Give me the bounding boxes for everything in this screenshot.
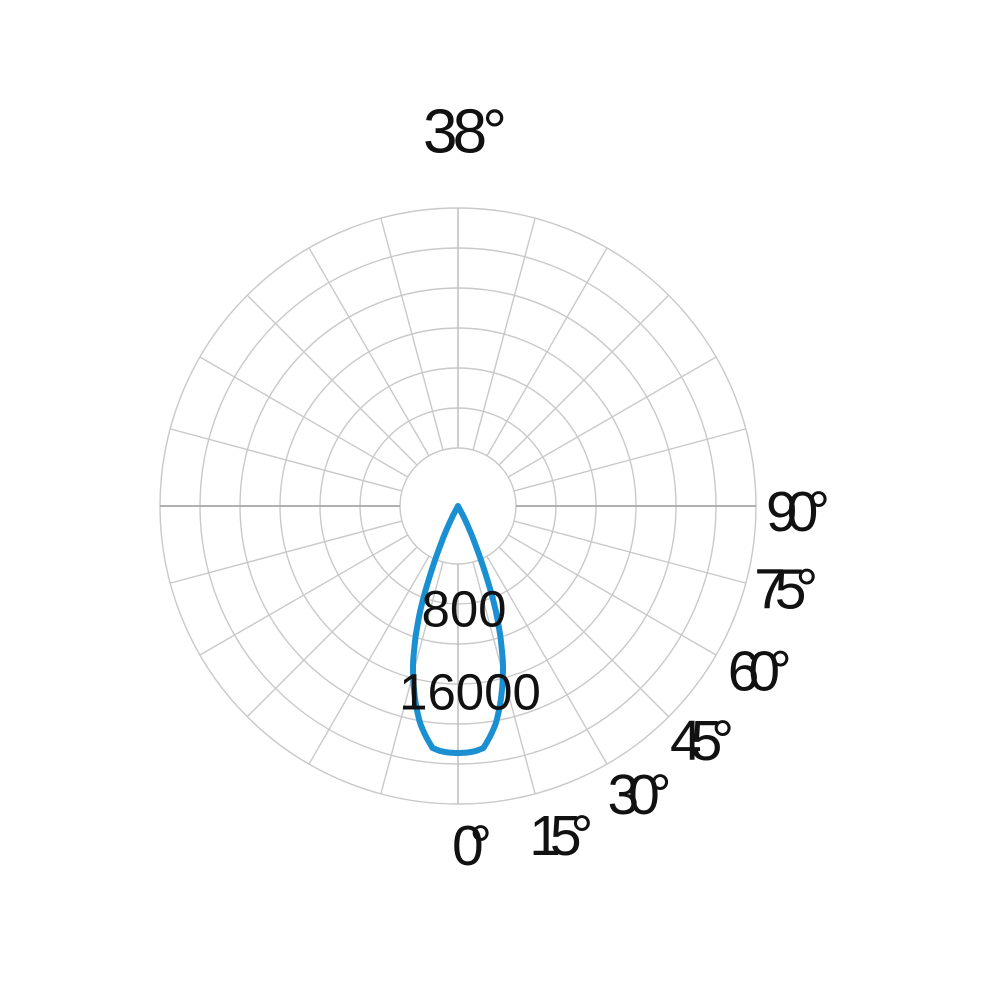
grid-spoke (472, 217, 536, 451)
grid-spoke (498, 294, 670, 466)
grid-spoke (199, 534, 409, 656)
angle-tick-label: 90° (766, 480, 830, 544)
intensity-curve (410, 503, 506, 756)
grid-spoke (169, 428, 403, 492)
angle-tick-label: 60° (728, 640, 792, 704)
grid-spoke (507, 356, 717, 478)
grid-spoke (199, 356, 409, 478)
grid-spoke (507, 534, 717, 656)
angle-tick-label: 0° (452, 814, 492, 878)
grid-spoke (513, 520, 747, 584)
grid-spoke (308, 555, 430, 765)
angle-tick-labels: 0° 15°30°45°60° 75° 90° (452, 480, 830, 878)
ring-value-labels: 800 16000 (399, 581, 541, 721)
chart-title: 38° (423, 98, 507, 167)
angle-tick-label: 15° (529, 804, 593, 868)
grid-spoke (486, 555, 608, 765)
grid-spoke (380, 217, 444, 451)
angle-tick-label: 75° (754, 557, 818, 621)
ring-value-label: 16000 (399, 664, 541, 721)
angle-tick-label: 30° (608, 763, 672, 827)
grid-spoke (513, 428, 747, 492)
grid-spoke (498, 546, 670, 718)
ring-value-label: 800 (421, 581, 506, 638)
grid-spoke (169, 520, 403, 584)
grid-spoke (486, 247, 608, 457)
angle-tick-label: 45° (670, 709, 734, 773)
polar-grid (159, 207, 757, 805)
grid-spoke (246, 546, 418, 718)
grid-spoke (246, 294, 418, 466)
grid-spoke (308, 247, 430, 457)
